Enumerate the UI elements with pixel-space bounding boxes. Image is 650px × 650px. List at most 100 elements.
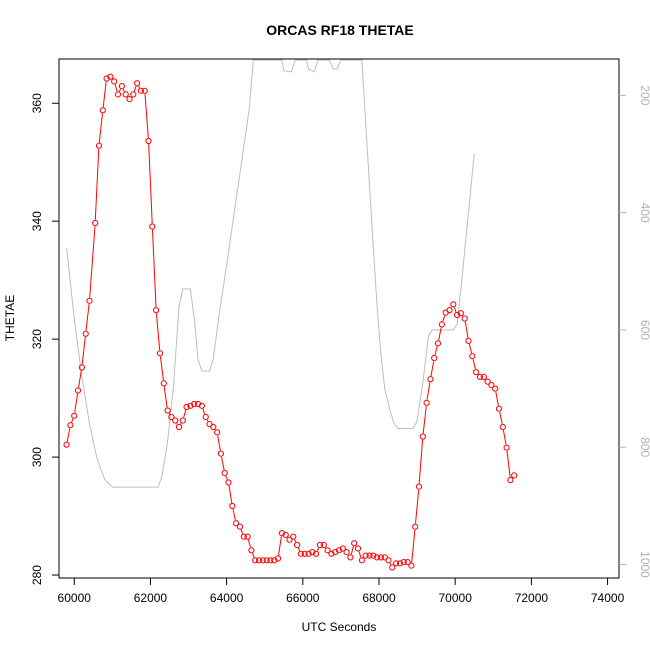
red-series-point [347, 554, 354, 561]
x-tick-label: 60000 [58, 591, 92, 605]
red-series-point [297, 550, 304, 557]
red-series-segment [225, 475, 228, 480]
red-series-point [217, 450, 224, 457]
red-series-segment [71, 418, 74, 423]
red-series-point [210, 423, 217, 431]
red-series-point [149, 223, 156, 230]
y2-tick-label: 800 [638, 437, 650, 457]
red-series-segment [81, 336, 86, 365]
red-series-point [301, 550, 308, 557]
red-series-point [408, 562, 415, 569]
y-tick-label: 300 [30, 447, 44, 467]
y2-axis: 200 400 600 800 1000 [619, 85, 650, 578]
red-series-point [244, 533, 251, 540]
red-series-point [309, 549, 316, 556]
red-series-point [107, 73, 114, 80]
red-series-segment [98, 113, 103, 143]
red-series-segment [202, 408, 206, 415]
y2-tick-label: 600 [638, 320, 650, 340]
y-axis-label: THETAE [3, 295, 17, 341]
x-tick-label: 68000 [362, 591, 396, 605]
y2-tick-label: 1000 [638, 551, 650, 578]
red-series-point [396, 560, 404, 567]
red-series-segment [418, 439, 424, 484]
red-series-point [495, 405, 503, 412]
red-series-segment [118, 88, 121, 92]
red-series-segment [180, 423, 182, 425]
red-series-point [389, 564, 396, 571]
red-series-point [320, 541, 327, 549]
red-series-point [122, 91, 129, 98]
red-series-segment [415, 489, 420, 524]
red-series-point [354, 545, 362, 552]
red-series-point [74, 387, 82, 394]
red-series-point [221, 469, 228, 477]
y-axis: 280 300 320 340 360 [30, 93, 60, 585]
red-series-point [103, 75, 110, 82]
red-series-point [351, 540, 358, 547]
red-series-point [465, 337, 472, 344]
red-series-segment [74, 393, 79, 413]
red-series-point [130, 91, 137, 98]
red-series-point [423, 399, 430, 406]
red-series-segment [176, 423, 178, 425]
red-series-point [442, 309, 449, 316]
red-series-point [480, 373, 487, 380]
red-series-point [206, 421, 213, 428]
y-tick-label: 280 [30, 565, 44, 585]
red-series-point [492, 385, 499, 392]
red-series-point [134, 80, 141, 87]
red-series-point [358, 557, 365, 564]
plot-area-frame [58, 58, 620, 579]
red-series-segment [506, 450, 511, 477]
red-series-point [328, 550, 335, 557]
red-series-point [454, 311, 461, 319]
red-series-segment [228, 485, 233, 503]
red-series-segment [426, 382, 431, 400]
red-series-point [412, 523, 419, 530]
red-series-point [271, 557, 278, 564]
red-series-point [404, 559, 411, 566]
red-series-point [111, 78, 118, 85]
red-series-segment [422, 405, 427, 434]
y-tick-label: 340 [30, 211, 44, 231]
red-series-point [126, 96, 133, 103]
x-tick-label: 72000 [515, 591, 549, 605]
red-series-point [431, 354, 438, 362]
red-series-segment [438, 327, 442, 341]
red-series-segment [502, 430, 507, 445]
red-series-point [252, 557, 259, 564]
red-series-point [78, 364, 86, 371]
red-series-point [415, 483, 423, 490]
red-series-point [141, 87, 148, 94]
red-series-point [179, 417, 186, 424]
red-series-point [278, 530, 285, 537]
red-series-point [446, 307, 453, 314]
red-series-segment [217, 435, 221, 451]
red-series-point [339, 545, 346, 552]
red-series-point [370, 552, 377, 559]
red-series-segment [114, 84, 118, 92]
grey-series [66, 59, 475, 488]
red-series-segment [163, 386, 168, 408]
red-series-point [488, 382, 495, 389]
red-series-point [248, 547, 255, 554]
red-series-point [393, 560, 400, 567]
red-series-segment [499, 411, 503, 425]
red-series-point [153, 307, 160, 314]
red-series-point [92, 219, 99, 227]
red-series-segment [148, 144, 153, 224]
y-tick-label: 360 [30, 93, 44, 113]
red-series-point [164, 407, 171, 414]
red-series-point [255, 557, 263, 564]
red-series-point [450, 301, 457, 308]
red-series-point [267, 557, 274, 564]
red-series [63, 73, 518, 571]
red-series-point [313, 550, 320, 557]
red-series-point [511, 472, 518, 479]
x-tick-label: 66000 [286, 591, 320, 605]
red-series-segment [183, 409, 187, 418]
red-series-point [99, 107, 106, 114]
red-series-point [82, 330, 89, 337]
red-series-segment [159, 356, 164, 381]
